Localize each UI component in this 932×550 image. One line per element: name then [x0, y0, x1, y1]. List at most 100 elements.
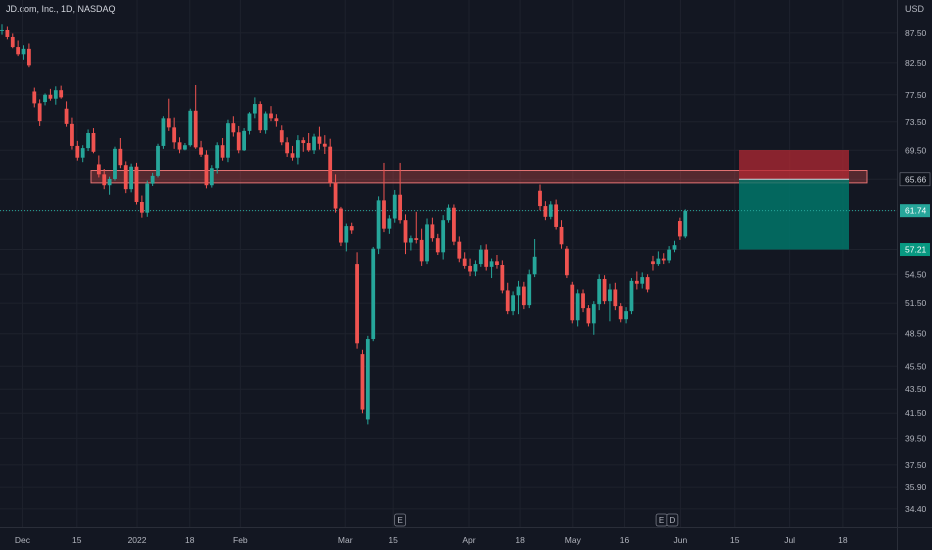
- y-tick-label: 82.50: [905, 58, 927, 68]
- candle: [365, 335, 370, 425]
- candle: [339, 206, 343, 247]
- candle: [5, 26, 10, 40]
- price-tag: 57.21: [900, 243, 930, 257]
- candle: [296, 135, 300, 165]
- candle: [559, 220, 564, 249]
- y-tick-label: 87.50: [905, 28, 927, 38]
- candle: [500, 260, 505, 294]
- candle: [231, 116, 236, 137]
- x-tick-label: Feb: [233, 535, 248, 545]
- x-tick-label: May: [565, 535, 582, 545]
- candle: [328, 138, 333, 187]
- candle: [252, 97, 257, 119]
- candle: [269, 106, 273, 122]
- candle: [613, 282, 618, 311]
- candle: [349, 222, 354, 234]
- x-tick-label: 15: [730, 535, 740, 545]
- candle: [360, 349, 365, 414]
- candle: [80, 145, 85, 163]
- candle: [414, 211, 419, 244]
- dividend-marker[interactable]: D: [666, 513, 679, 527]
- candle: [473, 260, 478, 277]
- earnings-marker[interactable]: E: [655, 513, 668, 527]
- candle: [446, 204, 451, 223]
- candle: [634, 271, 639, 290]
- candle: [139, 195, 144, 218]
- candle: [285, 137, 290, 157]
- price-tag-label: 65.66: [905, 174, 927, 184]
- candle: [172, 117, 177, 149]
- take-profit-zone[interactable]: [739, 179, 849, 250]
- price-tag: 61.74: [900, 204, 930, 218]
- candle: [279, 125, 284, 146]
- candle: [118, 137, 123, 169]
- y-tick-label: 35.90: [905, 482, 927, 492]
- candle: [317, 126, 322, 150]
- candle: [554, 199, 559, 230]
- x-tick-label: 18: [515, 535, 525, 545]
- candle: [48, 88, 53, 101]
- candle: [624, 307, 628, 324]
- time-axis[interactable]: Dec 15 2022 18 Feb Mar 15 Apr 18 May 16 Jun 15 Jul 18: [15, 535, 848, 545]
- x-tick-label: 18: [185, 535, 195, 545]
- candle: [532, 239, 537, 278]
- stop-loss-zone[interactable]: [739, 150, 849, 180]
- candle: [425, 218, 429, 265]
- candle: [586, 305, 591, 327]
- candle: [672, 240, 677, 253]
- price-axis[interactable]: 87.50 82.50 77.50 73.50 69.50 65.66 61.74 57.21…: [899, 28, 931, 514]
- candle: [188, 108, 193, 147]
- candle: [591, 301, 596, 335]
- candle: [661, 253, 666, 265]
- candle: [505, 282, 510, 315]
- candle: [575, 289, 580, 327]
- candle: [150, 172, 155, 187]
- candle: [489, 258, 494, 279]
- x-tick-label: Jun: [674, 535, 688, 545]
- candle: [656, 251, 661, 266]
- candle: [495, 254, 499, 269]
- candle: [16, 40, 21, 57]
- x-tick-label: Jul: [784, 535, 795, 545]
- candle: [468, 258, 472, 277]
- candle: [193, 84, 198, 149]
- y-tick-label: 69.50: [905, 145, 927, 155]
- x-tick-label: 16: [620, 535, 630, 545]
- y-tick-label: 45.50: [905, 361, 927, 371]
- candle: [215, 142, 220, 174]
- y-tick-label: 51.50: [905, 298, 927, 308]
- resistance-zone[interactable]: [90, 170, 868, 184]
- candle: [667, 246, 672, 264]
- candle: [392, 189, 397, 223]
- candle: [134, 162, 139, 205]
- price-tag: 65.66: [899, 172, 931, 187]
- candle: [113, 146, 117, 181]
- svg-text:E: E: [659, 516, 664, 525]
- price-tag-label: 57.21: [905, 245, 927, 255]
- grid: [0, 0, 897, 527]
- candle: [333, 174, 338, 213]
- candle: [107, 176, 112, 195]
- candle: [306, 132, 311, 152]
- candle: [484, 244, 489, 271]
- candle: [247, 112, 252, 135]
- candle: [597, 274, 602, 311]
- candle: [161, 116, 166, 149]
- candle: [441, 215, 446, 260]
- candle: [408, 235, 413, 251]
- candle: [645, 274, 650, 293]
- candle: [75, 140, 80, 161]
- candle: [64, 101, 69, 127]
- candle: [166, 98, 171, 131]
- candle: [452, 204, 456, 246]
- svg-text:E: E: [397, 516, 402, 525]
- x-tick-label: Dec: [15, 535, 31, 545]
- candle: [10, 33, 15, 49]
- x-tick-label: 2022: [128, 535, 147, 545]
- candle: [344, 223, 349, 252]
- candle: [382, 162, 386, 233]
- earnings-marker[interactable]: E: [394, 513, 407, 527]
- chart-title: JD.com, Inc., 1D, NASDAQ: [6, 4, 116, 14]
- candle: [258, 101, 263, 133]
